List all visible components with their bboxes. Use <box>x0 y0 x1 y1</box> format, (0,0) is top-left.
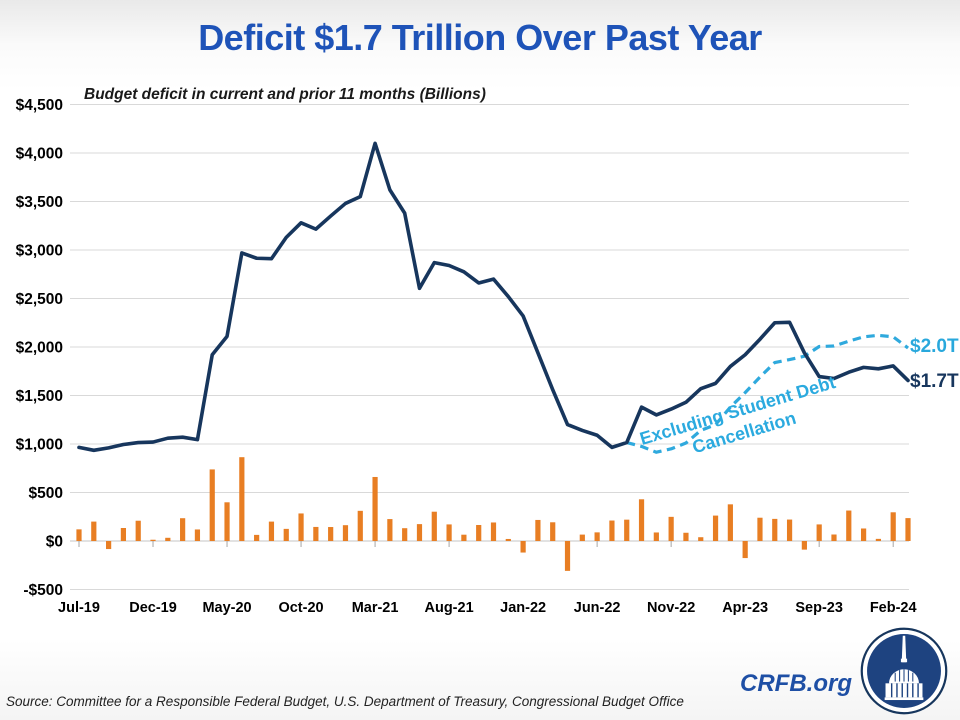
monthly-deficit-bar <box>550 522 556 541</box>
y-axis-label: $3,000 <box>16 243 63 260</box>
monthly-deficit-bar <box>638 499 645 541</box>
x-axis-label: Mar-21 <box>352 600 399 616</box>
monthly-deficit-bar <box>846 510 852 541</box>
monthly-deficit-bar <box>757 517 763 541</box>
monthly-deficit-bar <box>298 513 304 541</box>
monthly-deficit-bar <box>668 516 674 541</box>
monthly-deficit-bar <box>342 525 349 541</box>
monthly-deficit-bar <box>372 476 378 541</box>
monthly-deficit-bar <box>890 512 896 541</box>
monthly-deficit-bar <box>76 529 82 541</box>
monthly-deficit-bar <box>727 504 733 541</box>
y-axis-label: $1,500 <box>16 388 63 405</box>
x-axis-label: Jul-19 <box>58 600 100 616</box>
y-axis-label: $2,500 <box>16 291 63 308</box>
monthly-deficit-bar <box>505 538 511 541</box>
x-axis-label: Dec-19 <box>129 600 177 616</box>
monthly-deficit-bar <box>328 527 334 541</box>
monthly-deficit-bar <box>875 538 881 541</box>
x-axis-label: Nov-22 <box>647 600 695 616</box>
monthly-deficit-bar <box>476 524 482 541</box>
y-axis-label: $1,000 <box>16 437 63 454</box>
monthly-deficit-bar <box>594 532 600 541</box>
monthly-deficit-bar <box>535 519 541 541</box>
monthly-deficit-bar <box>402 528 408 541</box>
y-axis-label: -$500 <box>23 582 63 599</box>
monthly-deficit-bar <box>609 520 615 541</box>
monthly-deficit-bar <box>283 528 289 541</box>
y-axis-label: $2,000 <box>16 340 63 357</box>
monthly-deficit-bar <box>683 532 689 541</box>
crfb-capitol-logo-icon <box>860 627 948 715</box>
monthly-deficit-bar <box>165 537 171 541</box>
monthly-deficit-bar <box>254 534 260 541</box>
x-axis-label: May-20 <box>202 600 251 616</box>
monthly-deficit-bar <box>712 515 719 541</box>
monthly-deficit-bar <box>150 539 156 541</box>
monthly-deficit-bar <box>742 541 748 559</box>
x-axis-label: Apr-23 <box>722 600 768 616</box>
excluding-student-debt-line <box>626 333 909 454</box>
monthly-deficit-bar <box>268 521 275 541</box>
source-note: Source: Committee for a Responsible Fede… <box>6 694 684 709</box>
monthly-deficit-bar <box>209 469 215 541</box>
monthly-deficit-bar <box>224 502 230 541</box>
x-axis-label: Jan-22 <box>500 600 546 616</box>
monthly-deficit-bar <box>860 528 867 541</box>
crfb-org-label: CRFB.org <box>740 670 852 697</box>
monthly-deficit-bar <box>816 524 822 541</box>
x-axis-label: Feb-24 <box>870 600 917 616</box>
monthly-deficit-bar <box>313 526 319 541</box>
chart-title: Deficit $1.7 Trillion Over Past Year <box>198 17 762 58</box>
monthly-deficit-bar <box>180 518 186 541</box>
monthly-deficit-bar <box>239 457 245 541</box>
monthly-deficit-bar <box>387 519 393 541</box>
capitol-dome-icon <box>884 658 924 701</box>
monthly-deficit-bar <box>194 529 201 541</box>
chart-subtitle: Budget deficit in current and prior 11 m… <box>84 86 486 103</box>
x-axis-label: Aug-21 <box>425 600 474 616</box>
x-axis-label: Sep-23 <box>795 600 843 616</box>
monthly-deficit-bar <box>801 541 807 550</box>
monthly-deficit-bar <box>831 534 837 541</box>
y-axis-label: $4,500 <box>16 97 63 114</box>
monthly-deficit-bar <box>120 528 127 541</box>
y-axis-label: $0 <box>46 534 63 551</box>
monthly-deficit-bar <box>106 541 112 550</box>
monthly-deficit-bar <box>786 519 793 541</box>
rolling-deficit-line <box>77 141 910 453</box>
monthly-deficit-bar <box>91 521 97 541</box>
y-axis-label: $3,500 <box>16 194 63 211</box>
monthly-deficit-bar <box>446 524 452 541</box>
monthly-deficit-bar <box>135 520 141 541</box>
end-value-label-excluding: $2.0T <box>910 336 959 357</box>
monthly-deficit-bar <box>905 518 911 541</box>
monthly-deficit-bar <box>520 541 526 553</box>
washington-monument-icon <box>901 635 907 663</box>
monthly-deficit-bar <box>579 534 585 541</box>
end-value-label-actual: $1.7T <box>910 371 959 392</box>
x-axis-label: Oct-20 <box>278 600 323 616</box>
monthly-deficit-bar <box>431 511 437 541</box>
monthly-deficit-bar <box>653 532 659 541</box>
monthly-deficit-bar <box>772 518 778 541</box>
monthly-deficit-bar <box>564 541 571 571</box>
monthly-deficit-bar <box>624 519 630 541</box>
y-axis-label: $4,000 <box>16 146 63 163</box>
monthly-deficit-bar <box>490 522 497 541</box>
monthly-deficit-bar <box>416 524 423 541</box>
y-axis-label: $500 <box>29 485 63 502</box>
monthly-deficit-bar <box>698 537 704 541</box>
monthly-deficit-bar <box>357 510 363 541</box>
x-axis-label: Jun-22 <box>574 600 621 616</box>
monthly-deficit-bar <box>461 534 467 541</box>
